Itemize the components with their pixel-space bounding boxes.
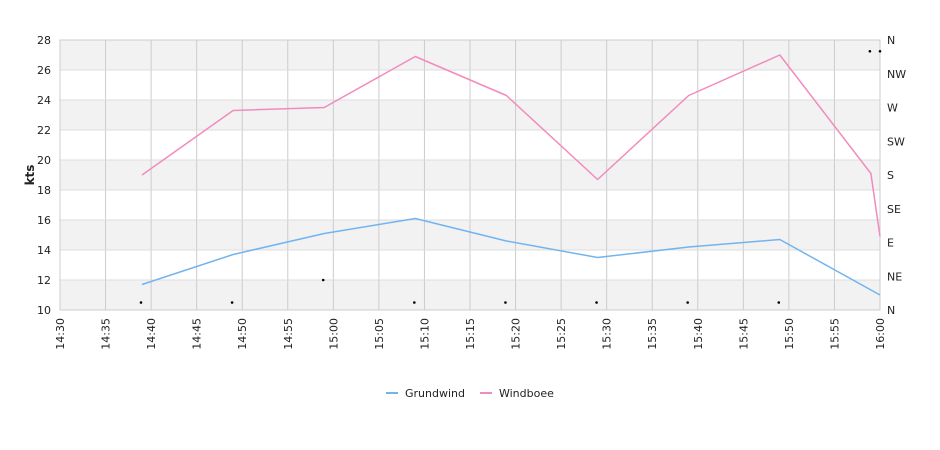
y-tick-label: 14 <box>37 244 51 257</box>
direction-point <box>504 301 507 304</box>
x-tick-label: 15:00 <box>327 318 340 350</box>
y-tick-label: 22 <box>37 124 51 137</box>
x-tick-label: 14:30 <box>54 318 67 350</box>
direction-tick-label: E <box>887 237 894 250</box>
direction-point <box>321 278 325 282</box>
direction-point <box>686 301 689 304</box>
x-tick-label: 15:45 <box>737 318 750 350</box>
plot-frame <box>59 39 881 311</box>
y-tick-label: 10 <box>37 304 51 317</box>
x-tick-label: 15:35 <box>646 318 659 350</box>
x-tick-label: 15:40 <box>692 318 705 350</box>
direction-point <box>139 301 143 304</box>
y-axis-ticks: 10 12 14 16 18 20 22 24 26 28 <box>37 34 51 317</box>
x-axis-ticks: 14:30 14:35 14:40 14:45 14:50 14:55 15:00 15:05… <box>54 318 887 350</box>
legend-label: Windboee <box>499 387 554 400</box>
direction-axis-ticks: N NE E SE S SW W NW N <box>887 34 906 317</box>
direction-tick-label: N <box>887 34 895 47</box>
x-tick-label: 15:05 <box>373 318 386 350</box>
direction-tick-label: SW <box>887 135 905 148</box>
x-tick-label: 15:25 <box>555 318 568 350</box>
direction-tick-label: N <box>887 304 895 317</box>
x-tick-label: 15:10 <box>418 318 431 350</box>
x-tick-label: 14:35 <box>100 318 113 350</box>
series-line-windboee <box>141 54 881 237</box>
series-lines <box>141 54 881 296</box>
direction-tick-label: W <box>887 102 898 115</box>
direction-tick-label: SE <box>887 203 901 216</box>
direction-point <box>868 49 872 53</box>
direction-point <box>595 301 598 304</box>
x-tick-label: 14:50 <box>236 318 249 350</box>
x-tick-label: 14:45 <box>191 318 204 350</box>
x-tick-label: 15:30 <box>601 318 614 350</box>
direction-points <box>139 49 882 304</box>
y-tick-label: 12 <box>37 274 51 287</box>
x-tick-label: 15:15 <box>464 318 477 350</box>
direction-tick-label: S <box>887 169 894 182</box>
y-tick-label: 18 <box>37 184 51 197</box>
direction-point <box>230 301 234 304</box>
y-tick-label: 16 <box>37 214 51 227</box>
direction-point <box>777 301 781 304</box>
x-tick-label: 15:20 <box>510 318 523 350</box>
series-line-grundwind <box>141 217 881 296</box>
x-tick-label: 14:55 <box>282 318 295 350</box>
direction-tick-label: NE <box>887 270 902 283</box>
x-tick-label: 16:00 <box>874 318 887 350</box>
legend: Grundwind Windboee <box>386 387 554 400</box>
x-tick-label: 15:55 <box>828 318 841 350</box>
y-tick-label: 24 <box>37 94 51 107</box>
y-tick-label: 26 <box>37 64 51 77</box>
direction-tick-label: NW <box>887 68 906 81</box>
x-tick-label: 15:50 <box>783 318 796 350</box>
y-tick-label: 28 <box>37 34 51 47</box>
direction-point <box>413 301 416 304</box>
legend-label: Grundwind <box>405 387 465 400</box>
y-tick-label: 20 <box>37 154 51 167</box>
x-tick-label: 14:40 <box>145 318 158 350</box>
y-axis-label: kts <box>23 165 37 186</box>
direction-point <box>878 49 882 53</box>
vertical-gridlines <box>59 40 881 310</box>
